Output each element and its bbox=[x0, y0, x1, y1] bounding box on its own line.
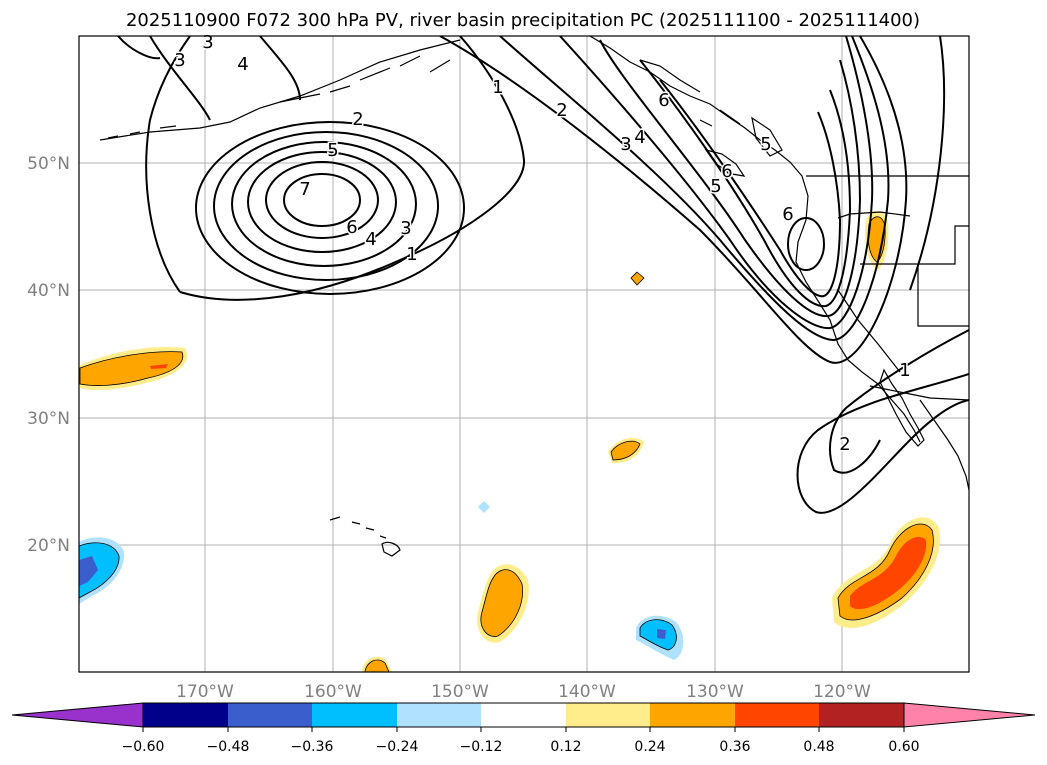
pv-label: 3 bbox=[400, 218, 411, 239]
precip-anomaly-southeast-max bbox=[850, 536, 927, 610]
precip-anomaly-bottom-spot-core bbox=[364, 659, 390, 672]
lon-label: 150°W bbox=[431, 682, 489, 702]
pv-label: 4 bbox=[237, 54, 248, 75]
precip-anomaly-west-negative-max bbox=[79, 556, 98, 586]
map-title: 2025110900 F072 300 hPa PV, river basin … bbox=[126, 10, 920, 31]
colorbar-tick-label: −0.48 bbox=[207, 739, 250, 755]
colorbar-tick-label: −0.36 bbox=[291, 739, 334, 755]
pv-label: 2 bbox=[839, 434, 850, 455]
pv-label: 1 bbox=[492, 77, 503, 98]
colorbar-segment bbox=[228, 703, 312, 727]
precip-anomaly-west-negative-core bbox=[79, 542, 120, 599]
colorbar-tick-label: 0.12 bbox=[550, 739, 581, 755]
colorbar-tick-label: 0.48 bbox=[803, 739, 834, 755]
precip-anomaly-spot-23n bbox=[478, 501, 490, 513]
colorbar-extend-left bbox=[11, 702, 144, 728]
pv-label: 4 bbox=[634, 127, 645, 148]
pv-label: 6 bbox=[346, 217, 357, 238]
pv-label: 6 bbox=[658, 90, 669, 111]
lon-label: 120°W bbox=[813, 682, 871, 702]
lon-label: 160°W bbox=[304, 682, 362, 702]
pv-label: 3 bbox=[202, 32, 213, 53]
lon-label: 170°W bbox=[176, 682, 234, 702]
colorbar-tick-label: 0.60 bbox=[888, 739, 919, 755]
colorbar-frame bbox=[142, 702, 905, 728]
pv-label: 4 bbox=[365, 229, 376, 250]
colorbar-segment bbox=[312, 703, 397, 727]
pv-label: 5 bbox=[760, 134, 771, 155]
colorbar-segment bbox=[650, 703, 735, 727]
longitude-labels: 170°W 160°W 150°W 140°W 130°W 120°W bbox=[176, 682, 871, 702]
pv-label: 7 bbox=[299, 179, 310, 200]
map-panel: 3 4 3 2 5 7 6 4 3 1 1 2 3 4 6 5 6 5 6 1 … bbox=[78, 31, 970, 673]
colorbar-tick-label: −0.12 bbox=[460, 739, 503, 755]
precip-anomaly-west-band-max bbox=[150, 364, 168, 369]
colorbar-tick-label: 0.36 bbox=[719, 739, 750, 755]
lat-label: 40°N bbox=[27, 281, 70, 301]
colorbar-segment bbox=[397, 703, 481, 727]
pv-contour-labels: 3 4 3 2 5 7 6 4 3 1 1 2 3 4 6 5 6 5 6 1 … bbox=[173, 31, 912, 457]
colorbar-extend-right bbox=[903, 702, 1036, 728]
colorbar-tick-label: −0.24 bbox=[376, 739, 419, 755]
pv-label: 6 bbox=[782, 204, 793, 225]
colorbar-tick-label: 0.24 bbox=[634, 739, 665, 755]
pv-label: 2 bbox=[556, 100, 567, 121]
precip-anomaly-south-negative-max bbox=[657, 629, 666, 639]
precip-anomaly-south-central-core bbox=[480, 569, 523, 637]
colorbar-ticks bbox=[142, 727, 905, 732]
lon-label: 130°W bbox=[686, 682, 744, 702]
pv-label: 3 bbox=[174, 50, 185, 71]
pv-label: 3 bbox=[620, 134, 631, 155]
colorbar-segment bbox=[566, 703, 650, 727]
colorbar: −0.60 −0.48 −0.36 −0.24 −0.12 0.12 0.24 … bbox=[11, 702, 1036, 755]
gridlines bbox=[79, 36, 969, 672]
precip-anomaly-spot-27n-core bbox=[610, 440, 641, 461]
pv-label: 2 bbox=[352, 109, 363, 130]
precip-anomaly-spot-40n bbox=[630, 271, 645, 286]
map-background bbox=[79, 36, 969, 672]
latitude-labels: 50°N 40°N 30°N 20°N bbox=[27, 154, 70, 556]
precip-anomaly-west-band-core bbox=[79, 351, 184, 386]
colorbar-segment bbox=[819, 703, 904, 727]
pv-contours bbox=[117, 36, 969, 514]
pv-label: 6 bbox=[721, 161, 732, 182]
pv-label: 5 bbox=[327, 140, 338, 161]
lon-label: 140°W bbox=[558, 682, 616, 702]
precip-shading bbox=[79, 211, 941, 672]
lat-label: 30°N bbox=[27, 409, 70, 429]
map-frame bbox=[78, 35, 970, 673]
pv-label: 5 bbox=[710, 176, 721, 197]
colorbar-tick-label: −0.60 bbox=[122, 739, 165, 755]
pv-label: 1 bbox=[406, 244, 417, 265]
lat-label: 20°N bbox=[27, 536, 70, 556]
colorbar-segment bbox=[143, 703, 228, 727]
pv-label: 1 bbox=[899, 360, 910, 381]
colorbar-segment bbox=[481, 703, 566, 727]
lat-label: 50°N bbox=[27, 154, 70, 174]
coastlines bbox=[99, 36, 969, 557]
colorbar-segment bbox=[735, 703, 819, 727]
